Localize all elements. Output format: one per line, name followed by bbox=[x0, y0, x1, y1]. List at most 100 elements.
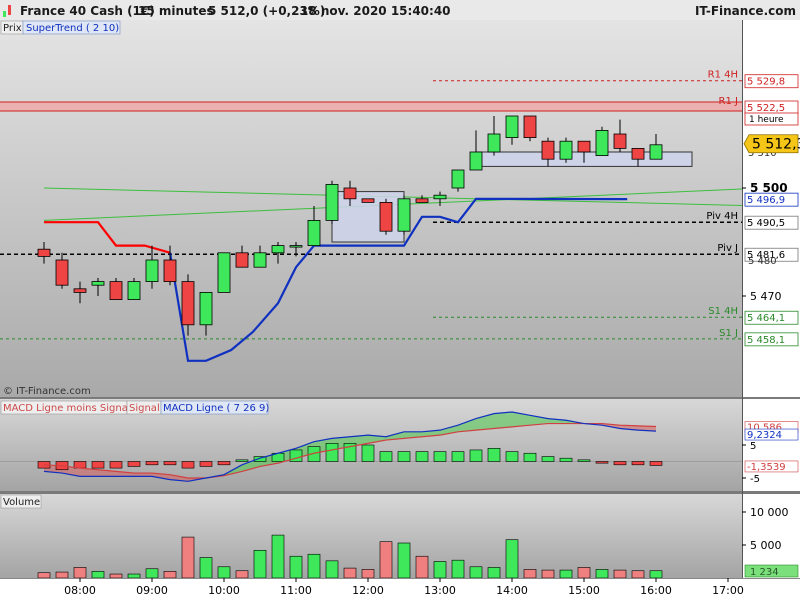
macd-cloud-segment bbox=[512, 412, 530, 427]
price-tick-label-partial: 5 480 bbox=[748, 256, 777, 267]
candle-10 bbox=[199, 291, 213, 336]
candle-2 bbox=[55, 252, 69, 289]
time-tick-label: 08:00 bbox=[64, 584, 96, 597]
volume-bar-1 bbox=[37, 572, 51, 578]
current-price-box bbox=[743, 134, 799, 154]
time-tick-label: 13:00 bbox=[424, 584, 456, 597]
candle-26 bbox=[487, 116, 501, 156]
candle-19 bbox=[361, 198, 375, 203]
candle-body bbox=[217, 252, 231, 293]
volume-bar-6 bbox=[127, 573, 141, 578]
volume-tick-label: 5 000 bbox=[750, 539, 782, 552]
volume-bar-35 bbox=[649, 570, 663, 578]
candle-body bbox=[289, 245, 303, 248]
brand-label: IT-Finance.com bbox=[695, 4, 796, 18]
candle-body bbox=[577, 140, 591, 153]
candle-3 bbox=[73, 281, 87, 304]
volume-bar-3 bbox=[73, 567, 87, 578]
watermark: © IT-Finance.com bbox=[3, 386, 91, 397]
macd-cloud-segment bbox=[530, 415, 548, 426]
level-value-3: 5 490,5 bbox=[747, 218, 785, 229]
macd-cloud-segment bbox=[494, 412, 512, 429]
candle-body bbox=[343, 187, 357, 200]
supertrend-legend-label: SuperTrend ( 2 10) bbox=[26, 23, 119, 34]
level-box-1 bbox=[744, 74, 799, 89]
current-price-label: 5 512,3 bbox=[752, 137, 800, 153]
volume-panel bbox=[0, 494, 742, 578]
volume-bar-33 bbox=[613, 569, 627, 578]
volume-bar-23 bbox=[433, 561, 447, 578]
volume-bar-15 bbox=[289, 555, 303, 578]
volume-legend: Volume bbox=[0, 494, 42, 509]
candle-body bbox=[181, 281, 195, 326]
macd-signal-legend-label: Signal bbox=[129, 403, 160, 414]
macd-histogram-bar-28 bbox=[523, 452, 537, 462]
macd-histogram-bar-12 bbox=[235, 459, 249, 462]
candle-25 bbox=[469, 130, 483, 171]
candle-22 bbox=[415, 195, 429, 203]
level-name-1: R1 4H bbox=[708, 70, 738, 81]
candle-body bbox=[487, 133, 501, 153]
macd-cloud-segment bbox=[620, 425, 638, 431]
macd-histogram-bar-27 bbox=[505, 451, 519, 462]
volume-bar-22 bbox=[415, 555, 429, 578]
volume-bar-27 bbox=[505, 539, 519, 578]
macd-tick-label: -5 bbox=[750, 474, 760, 485]
candle-6 bbox=[127, 278, 141, 301]
macd-legend: MACD Ligne moins Signal Signal MACD Lign… bbox=[0, 400, 269, 415]
candle-9 bbox=[181, 274, 195, 336]
macd-histogram-bar-10 bbox=[199, 461, 213, 467]
macd-line-value: 10,586 bbox=[747, 423, 782, 434]
candle-30 bbox=[559, 137, 573, 163]
macd-hist-legend-label: MACD Ligne moins Signal bbox=[3, 403, 131, 414]
candle-body bbox=[613, 133, 627, 149]
price-tick-label-partial: 5 510 bbox=[748, 148, 777, 159]
level-value-4: 5 481,6 bbox=[747, 250, 785, 261]
chart-icon bbox=[3, 5, 11, 17]
candle-body bbox=[631, 147, 645, 160]
volume-bar-5 bbox=[109, 573, 123, 578]
price-tick-label: 5 500 bbox=[750, 181, 788, 195]
candle-body bbox=[73, 288, 87, 293]
macd-cloud-segment bbox=[80, 468, 98, 477]
macd-histogram-bar-11 bbox=[217, 461, 231, 466]
macd-histogram-bar-24 bbox=[451, 451, 465, 462]
macd-histogram-bar-33 bbox=[613, 461, 627, 466]
candle-8 bbox=[163, 245, 177, 286]
level-value-1: 5 529,8 bbox=[747, 77, 785, 88]
quote-label: 5 512,0 (+0,23%) bbox=[208, 4, 325, 18]
macd-histogram-bar-18 bbox=[343, 443, 357, 462]
candle-body bbox=[109, 281, 123, 301]
volume-bar-16 bbox=[307, 553, 321, 578]
macd-histogram-bar-15 bbox=[289, 449, 303, 462]
macd-cloud-segment bbox=[440, 425, 458, 436]
supertrend-bearish-line bbox=[44, 221, 171, 254]
volume-bar-11 bbox=[217, 566, 231, 578]
macd-cloud-segment bbox=[386, 431, 404, 441]
macd-cloud-segment bbox=[134, 473, 152, 477]
candle-body bbox=[271, 245, 285, 254]
volume-value-box bbox=[744, 564, 799, 578]
volume-bar-30 bbox=[559, 569, 573, 578]
candle-4 bbox=[91, 278, 105, 296]
candle-16 bbox=[307, 206, 321, 246]
interval-label: 15 minutes bbox=[138, 4, 214, 18]
timeframe-badge bbox=[744, 112, 799, 126]
volume-bar-2 bbox=[55, 571, 69, 578]
macd-histogram-bar-29 bbox=[541, 456, 555, 462]
candle-body bbox=[307, 219, 321, 246]
candle-body bbox=[325, 183, 339, 221]
time-tick-label: 15:00 bbox=[568, 584, 600, 597]
timeframe-badge-label: 1 heure bbox=[749, 115, 784, 125]
macd-histogram-bar-6 bbox=[127, 461, 141, 467]
candle-11 bbox=[217, 252, 231, 293]
candle-20 bbox=[379, 198, 393, 235]
macd-hist-value-box bbox=[744, 460, 799, 473]
macd-histogram-bar-9 bbox=[181, 461, 195, 469]
candle-body bbox=[163, 259, 177, 283]
price-legend-label: Prix bbox=[3, 23, 22, 34]
macd-histogram-bar-20 bbox=[379, 451, 393, 462]
macd-histogram-bar-16 bbox=[307, 446, 321, 462]
level-box-6 bbox=[744, 332, 799, 347]
time-tick-label: 09:00 bbox=[136, 584, 168, 597]
